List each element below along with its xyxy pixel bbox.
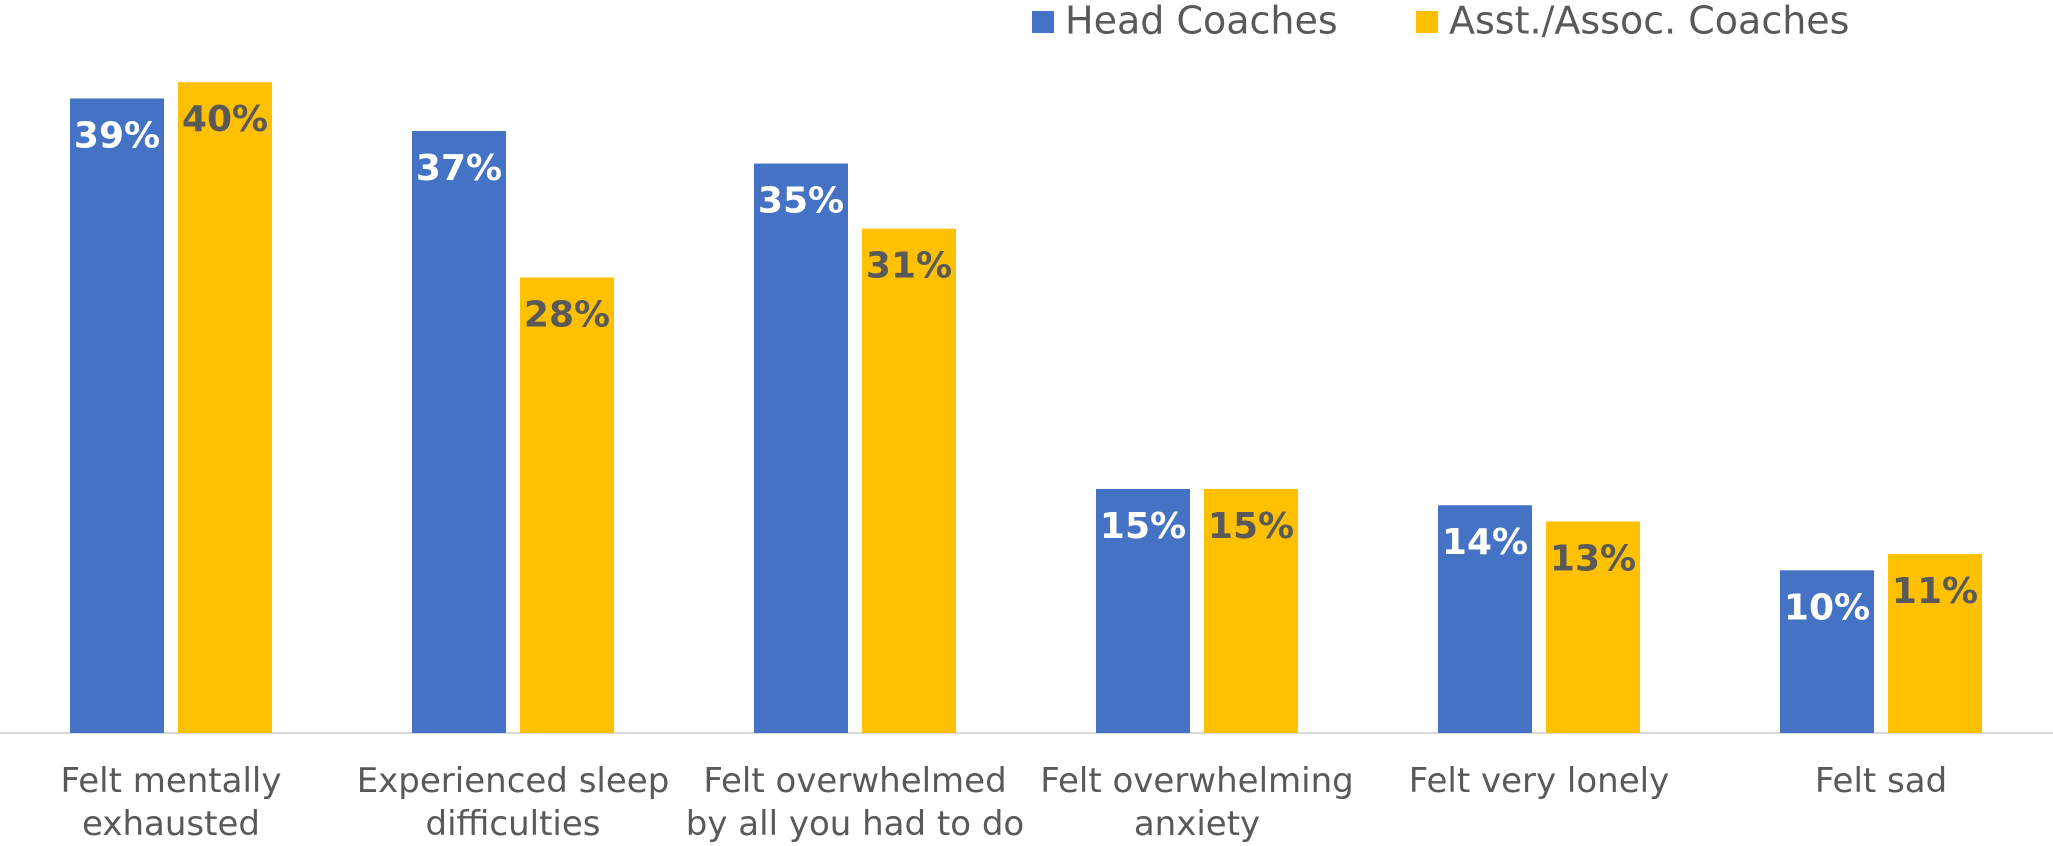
value-label: 15% <box>1208 506 1294 547</box>
bar <box>412 131 506 733</box>
value-label: 14% <box>1442 522 1528 563</box>
bar <box>1546 521 1640 733</box>
value-label: 10% <box>1784 587 1870 628</box>
x-tick-label: Felt sad <box>1814 761 1948 801</box>
bar <box>1204 488 1298 733</box>
legend-swatch <box>1416 11 1438 33</box>
bar <box>178 82 272 733</box>
legend-label: Asst./Assoc. Coaches <box>1449 0 1849 43</box>
x-tick-label: Felt overwhelmed by all you had to do <box>685 761 1025 844</box>
value-label: 31% <box>866 246 952 287</box>
value-label: 15% <box>1100 506 1186 547</box>
bar <box>1888 554 1982 733</box>
x-tick-label: Felt very lonely <box>1408 761 1670 801</box>
bar <box>1438 505 1532 733</box>
legend-swatch <box>1032 11 1054 33</box>
value-label: 39% <box>74 115 160 156</box>
bar <box>862 228 956 733</box>
bar <box>1780 570 1874 733</box>
bar <box>70 98 164 734</box>
value-label: 13% <box>1550 538 1636 579</box>
bar <box>754 163 848 734</box>
x-tick-label: Felt overwhelming anxiety <box>1040 761 1354 844</box>
value-label: 11% <box>1892 571 1978 612</box>
value-label: 37% <box>416 148 502 189</box>
bar <box>520 277 614 733</box>
legend-label: Head Coaches <box>1065 0 1338 43</box>
value-label: 40% <box>182 99 268 140</box>
value-label: 28% <box>524 294 610 335</box>
bar <box>1096 488 1190 733</box>
x-tick-label: Felt mentally exhausted <box>60 761 282 844</box>
x-tick-label: Experienced sleep difficulties <box>356 761 670 844</box>
value-label: 35% <box>758 181 844 222</box>
